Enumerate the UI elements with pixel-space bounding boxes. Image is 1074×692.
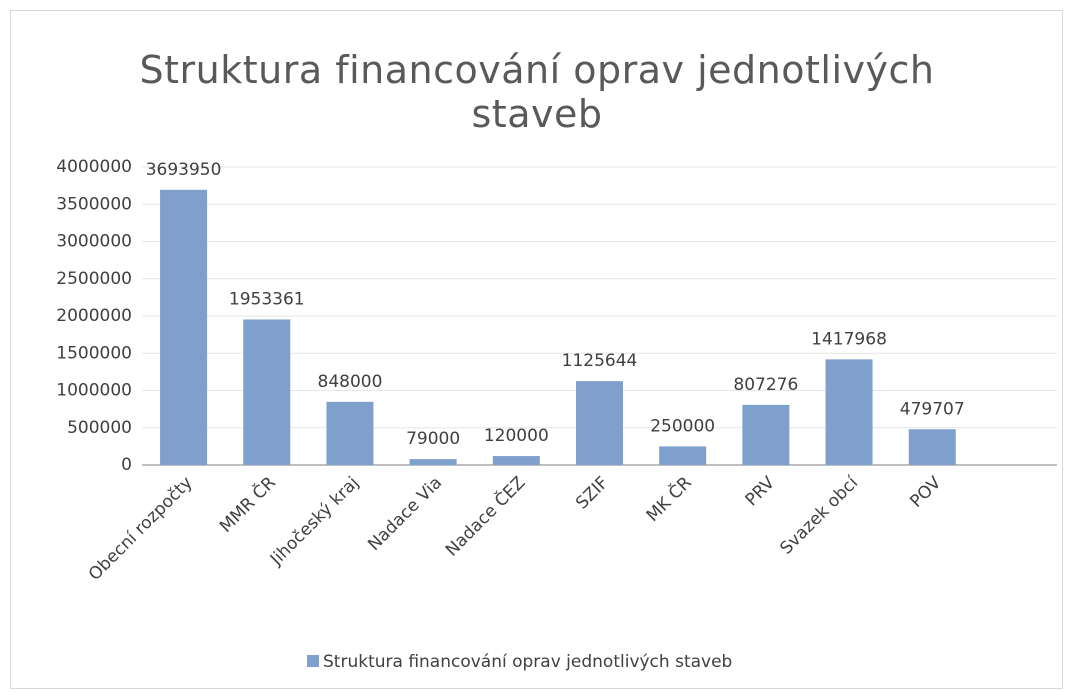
data-label: 807276 (733, 375, 798, 395)
y-tick-label: 0 (121, 455, 132, 475)
legend-swatch (307, 655, 319, 667)
x-tick-label: Svazek obcí (776, 472, 863, 559)
x-tick-label: MK ČR (641, 471, 696, 526)
y-tick-label: 500000 (67, 418, 132, 438)
x-tick-label: Nadace Via (364, 473, 446, 555)
x-tick-label: Nadace ČEZ (440, 472, 529, 561)
data-label: 1953361 (229, 289, 305, 309)
x-tick-label: Obecní rozpočty (85, 473, 197, 585)
bar (409, 459, 457, 465)
data-label: 79000 (406, 429, 460, 449)
y-tick-label: 3500000 (56, 194, 132, 214)
y-tick-label: 3000000 (56, 232, 132, 252)
bar (742, 404, 790, 465)
data-label: 120000 (484, 426, 549, 446)
y-tick-label: 4000000 (56, 157, 132, 177)
bar (243, 319, 291, 465)
x-tick-label: PRV (742, 473, 780, 511)
y-tick-label: 2000000 (56, 306, 132, 326)
bar (908, 429, 956, 465)
y-tick-label: 1000000 (56, 381, 132, 401)
y-tick-label: 2500000 (56, 269, 132, 289)
data-label: 479707 (900, 399, 965, 419)
bar (659, 446, 707, 465)
data-label: 1125644 (562, 351, 638, 371)
data-label: 1417968 (811, 329, 887, 349)
data-label: 250000 (650, 416, 715, 436)
bar (825, 359, 873, 465)
data-label: 3693950 (146, 160, 222, 180)
bar (576, 381, 623, 465)
x-tick-label: MMR ČR (215, 471, 280, 536)
legend-label: Struktura financování oprav jednotlivých… (323, 652, 732, 672)
x-tick-label: SZIF (572, 473, 612, 513)
chart-frame (10, 10, 1063, 689)
bar (492, 456, 540, 465)
bar (326, 401, 374, 465)
chart-title: Struktura financování oprav jednotlivých… (139, 48, 935, 136)
data-label: 848000 (318, 372, 383, 392)
x-tick-label: Jihočeský kraj (266, 473, 363, 570)
bar (160, 189, 208, 465)
y-tick-label: 1500000 (56, 343, 132, 363)
x-tick-label: POV (906, 473, 945, 512)
